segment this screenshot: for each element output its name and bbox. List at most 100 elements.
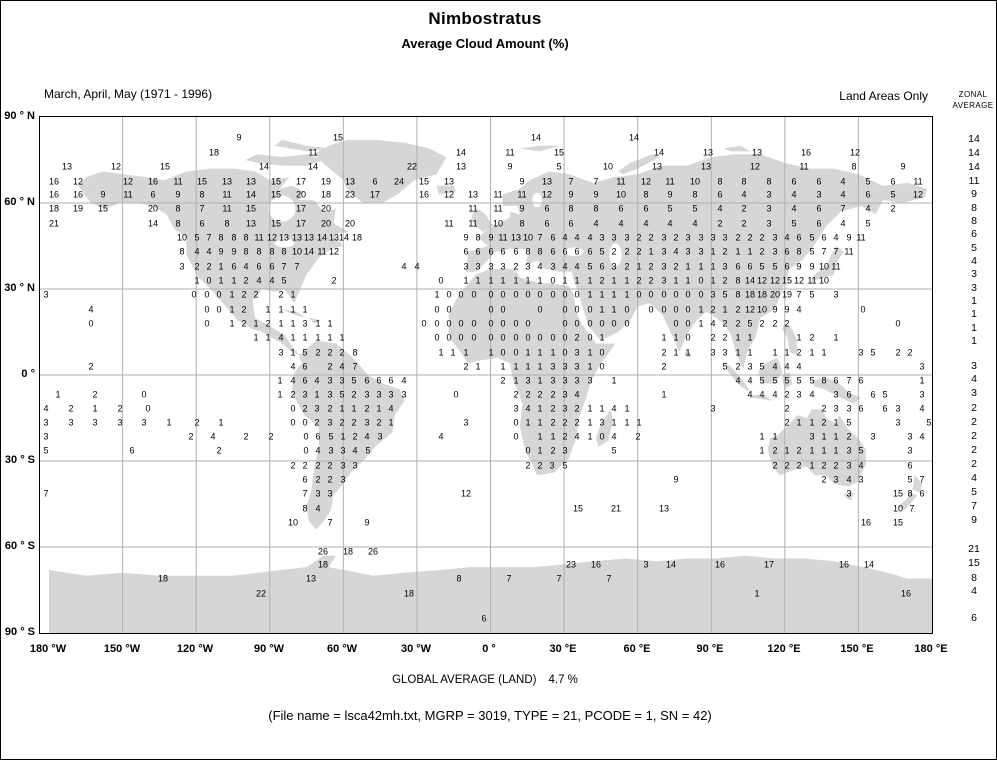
cloud-amount-value: 1 bbox=[772, 431, 778, 442]
cloud-amount-value: 4 bbox=[194, 246, 200, 257]
cloud-amount-value: 13 bbox=[510, 232, 522, 243]
cloud-amount-value: 6 bbox=[574, 246, 580, 257]
cloud-amount-value: 18 bbox=[744, 289, 756, 300]
cloud-amount-value: 22 bbox=[255, 588, 267, 599]
cloud-amount-value: 2 bbox=[243, 275, 249, 286]
cloud-amount-value: 1 bbox=[821, 347, 827, 358]
cloud-amount-value: 2 bbox=[784, 460, 790, 471]
cloud-amount-value: 3 bbox=[710, 232, 716, 243]
cloud-amount-value: 16 bbox=[147, 176, 159, 187]
cloud-amount-value: 15 bbox=[270, 189, 282, 200]
cloud-amount-value: 8 bbox=[199, 189, 205, 200]
cloud-amount-value: 3 bbox=[141, 417, 147, 428]
cloud-amount-value: 3 bbox=[895, 403, 901, 414]
cloud-amount-value: 3 bbox=[562, 375, 568, 386]
cloud-amount-value: 0 bbox=[458, 318, 464, 329]
cloud-amount-value: 15 bbox=[159, 161, 171, 172]
zonal-label-line2: AVERAGE bbox=[952, 101, 994, 110]
cloud-amount-value: 1 bbox=[525, 275, 531, 286]
cloud-amount-value: 6 bbox=[364, 375, 370, 386]
cloud-amount-value: 0 bbox=[648, 304, 654, 315]
cloud-amount-value: 1 bbox=[388, 417, 394, 428]
cloud-amount-value: 0 bbox=[562, 304, 568, 315]
cloud-amount-value: 11 bbox=[856, 232, 866, 243]
cloud-amount-value: 10 bbox=[176, 232, 188, 243]
cloud-amount-value: 5 bbox=[587, 261, 593, 272]
cloud-amount-value: 6 bbox=[791, 176, 797, 187]
cloud-amount-value: 14 bbox=[316, 232, 328, 243]
cloud-amount-value: 0 bbox=[698, 289, 704, 300]
cloud-amount-value: 1 bbox=[636, 417, 642, 428]
cloud-amount-value: 6 bbox=[372, 176, 378, 187]
cloud-amount-value: 20 bbox=[344, 218, 356, 229]
cloud-amount-value: 11 bbox=[799, 161, 809, 172]
cloud-amount-value: 3 bbox=[722, 261, 728, 272]
cloud-amount-value: 4 bbox=[840, 189, 846, 200]
cloud-amount-value: 9 bbox=[667, 189, 673, 200]
cloud-amount-value: 5 bbox=[339, 389, 345, 400]
zonal-average-value: 14 bbox=[968, 161, 980, 173]
cloud-amount-value: 0 bbox=[537, 304, 543, 315]
cloud-amount-value: 12 bbox=[769, 275, 781, 286]
cloud-amount-value: 0 bbox=[434, 332, 440, 343]
zonal-average-value: 21 bbox=[968, 543, 980, 555]
cloud-amount-value: 1 bbox=[636, 261, 642, 272]
cloud-amount-value: 12 bbox=[793, 275, 805, 286]
cloud-amount-value: 1 bbox=[166, 417, 172, 428]
cloud-amount-value: 1 bbox=[339, 403, 345, 414]
cloud-amount-value: 1 bbox=[624, 417, 630, 428]
zonal-average-value: 14 bbox=[968, 133, 980, 145]
cloud-amount-value: 1 bbox=[821, 431, 827, 442]
cloud-amount-value: 6 bbox=[796, 232, 802, 243]
cloud-amount-value: 5 bbox=[722, 289, 728, 300]
cloud-amount-value: 8 bbox=[224, 218, 230, 229]
cloud-amount-value: 0 bbox=[673, 289, 679, 300]
cloud-amount-value: 8 bbox=[735, 275, 741, 286]
cloud-amount-value: 1 bbox=[450, 347, 456, 358]
cloud-amount-value: 1 bbox=[833, 445, 839, 456]
cloud-amount-value: 9 bbox=[364, 517, 370, 528]
cloud-amount-value: 14 bbox=[863, 559, 875, 570]
cloud-amount-value: 4 bbox=[759, 389, 765, 400]
cloud-amount-value: 20 bbox=[769, 289, 781, 300]
cloud-amount-value: 0 bbox=[587, 332, 593, 343]
world-map bbox=[40, 117, 932, 633]
cloud-amount-value: 1 bbox=[315, 318, 321, 329]
cloud-amount-value: 8 bbox=[821, 375, 827, 386]
cloud-amount-value: 4 bbox=[791, 189, 797, 200]
cloud-amount-value: 0 bbox=[438, 275, 444, 286]
cloud-amount-value: 12 bbox=[266, 232, 278, 243]
cloud-amount-value: 2 bbox=[772, 460, 778, 471]
cloud-amount-value: 4 bbox=[919, 403, 925, 414]
cloud-amount-value: 0 bbox=[434, 304, 440, 315]
cloud-amount-value: 10 bbox=[756, 304, 768, 315]
cloud-amount-value: 5 bbox=[890, 189, 896, 200]
cloud-amount-value: 1 bbox=[587, 403, 593, 414]
cloud-amount-value: 3 bbox=[895, 417, 901, 428]
cloud-amount-value: 12 bbox=[744, 304, 756, 315]
cloud-amount-value: 3 bbox=[710, 289, 716, 300]
cloud-amount-value: 24 bbox=[393, 176, 405, 187]
cloud-amount-value: 2 bbox=[315, 347, 321, 358]
cloud-amount-value: 3 bbox=[846, 488, 852, 499]
cloud-amount-value: 6 bbox=[544, 203, 550, 214]
cloud-amount-value: 11 bbox=[517, 189, 527, 200]
cloud-amount-value: 2 bbox=[500, 375, 506, 386]
cloud-amount-value: 2 bbox=[463, 361, 469, 372]
cloud-amount-value: 4 bbox=[796, 361, 802, 372]
cloud-amount-value: 0 bbox=[191, 289, 197, 300]
cloud-amount-value: 0 bbox=[624, 318, 630, 329]
cloud-amount-value: 0 bbox=[636, 289, 642, 300]
cloud-amount-value: 8 bbox=[741, 176, 747, 187]
cloud-amount-value: 13 bbox=[658, 503, 670, 514]
cloud-amount-value: 2 bbox=[809, 332, 815, 343]
cloud-amount-value: 0 bbox=[513, 318, 519, 329]
cloud-amount-value: 3 bbox=[710, 403, 716, 414]
cloud-amount-value: 2 bbox=[673, 232, 679, 243]
zonal-average-value: 11 bbox=[968, 175, 980, 187]
global-average-value: 4.7 % bbox=[548, 674, 578, 686]
y-axis-tick-label: 90 ° N bbox=[4, 110, 35, 122]
cloud-amount-value: 2 bbox=[648, 275, 654, 286]
cloud-amount-value: 5 bbox=[302, 347, 308, 358]
cloud-amount-value: 6 bbox=[568, 218, 574, 229]
